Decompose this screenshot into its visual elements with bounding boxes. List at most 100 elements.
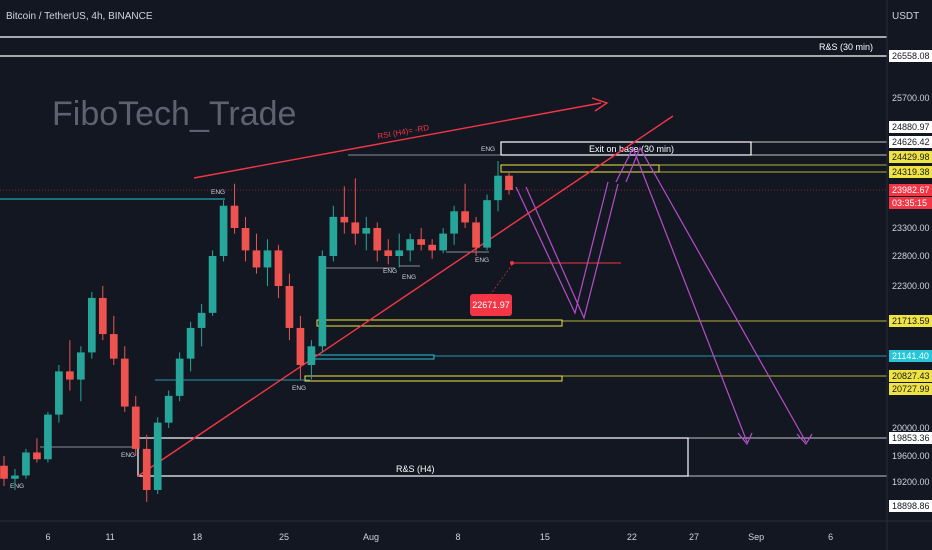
candle-body[interactable] xyxy=(208,256,217,313)
candle-body[interactable] xyxy=(505,175,513,190)
candle-body[interactable] xyxy=(186,327,195,359)
price-tick-label: 20000.00 xyxy=(892,423,930,433)
eng-label-2: ENG xyxy=(481,146,495,153)
ascending-trendline[interactable] xyxy=(137,115,674,477)
rs-h4-label: R&S (H4) xyxy=(396,464,435,474)
candle-body[interactable] xyxy=(318,256,327,347)
price-label-text: 20827.43 xyxy=(892,371,930,381)
candle-body[interactable] xyxy=(87,297,96,353)
time-tick-label: 18 xyxy=(192,532,202,542)
candle-body[interactable] xyxy=(263,250,272,268)
price-tick-label: 22300.00 xyxy=(892,281,930,291)
candle-body[interactable] xyxy=(373,228,382,251)
candle-body[interactable] xyxy=(11,475,19,479)
projection-arrowhead-1 xyxy=(737,432,753,446)
candle-body[interactable] xyxy=(296,327,305,366)
candle-body[interactable] xyxy=(66,371,74,380)
price-callout-box[interactable] xyxy=(470,294,512,316)
candle-body[interactable] xyxy=(219,205,228,256)
yellow-zone-middle[interactable] xyxy=(316,319,563,327)
price-axis[interactable]: 25700.00 23300.00 22800.00 22300.00 20000.00… xyxy=(886,0,930,550)
price-label-box xyxy=(889,432,932,444)
candle-body[interactable] xyxy=(307,346,316,366)
candle-body[interactable] xyxy=(22,452,30,476)
yellow-zone-bottom[interactable] xyxy=(304,375,563,382)
projection-drop-2[interactable] xyxy=(625,146,807,443)
time-tick-label: 27 xyxy=(689,532,699,542)
yellow-zone-top[interactable] xyxy=(500,164,660,173)
candle-body[interactable] xyxy=(406,239,415,251)
watermark: FiboTech_Trade xyxy=(52,95,296,133)
rsi-divergence-arrow[interactable] xyxy=(193,102,602,179)
candle-body[interactable] xyxy=(230,205,239,228)
price-tick-label: 22800.00 xyxy=(892,251,930,261)
price-label-text: 26558.08 xyxy=(892,51,930,61)
candle-body[interactable] xyxy=(0,465,8,479)
currency-label: USDT xyxy=(892,11,919,22)
price-tick-label: 25700.00 xyxy=(892,93,930,103)
symbol-title[interactable]: Bitcoin / TetherUS, 4h, BINANCE xyxy=(6,11,153,22)
time-tick-label: 6 xyxy=(45,532,50,542)
candle-body[interactable] xyxy=(131,406,140,449)
eng-label-1: ENG xyxy=(211,189,225,196)
projection-drop-1[interactable] xyxy=(615,146,748,443)
time-axis[interactable]: 6 11 18 25 Aug 8 15 22 27 Sep 6 xyxy=(0,520,932,542)
candle-body[interactable] xyxy=(142,448,151,490)
candle-body[interactable] xyxy=(384,250,393,256)
candle-body[interactable] xyxy=(153,422,162,490)
candle-body[interactable] xyxy=(450,211,458,234)
candle-body[interactable] xyxy=(120,358,129,407)
candle-body[interactable] xyxy=(55,371,63,415)
candle-body[interactable] xyxy=(340,216,349,223)
countdown-box xyxy=(889,197,932,209)
time-tick-label: Aug xyxy=(363,532,379,542)
candle-body[interactable] xyxy=(77,352,85,380)
candle-body[interactable] xyxy=(461,211,469,223)
projection-dip-1[interactable] xyxy=(515,181,609,315)
candle-body[interactable] xyxy=(175,358,184,396)
candle-body[interactable] xyxy=(395,250,404,256)
countdown-text: 03:35:15 xyxy=(892,198,927,208)
candle-body[interactable] xyxy=(428,244,436,251)
candle-body[interactable] xyxy=(472,222,480,248)
candle-body[interactable] xyxy=(274,250,283,286)
candle-body[interactable] xyxy=(241,228,250,251)
eng-label-4: ENG xyxy=(402,274,416,281)
price-tick-label: 23300.00 xyxy=(892,223,930,233)
price-label-box xyxy=(889,315,932,327)
rs-h4-box[interactable] xyxy=(137,437,689,477)
candle-body[interactable] xyxy=(439,233,447,251)
candle-body[interactable] xyxy=(252,250,261,268)
candle-body[interactable] xyxy=(109,334,118,359)
projection-dip-2[interactable] xyxy=(525,183,619,320)
price-label-box xyxy=(889,50,932,62)
price-tick-label: 19200.00 xyxy=(892,477,930,487)
price-labels: 26558.08 24880.97 24626.42 24429.98 24319.38… xyxy=(889,50,932,512)
eng-label-8: ENG xyxy=(10,483,24,490)
candle-body[interactable] xyxy=(329,216,338,256)
candle-body[interactable] xyxy=(494,175,502,201)
time-tick-label: 25 xyxy=(279,532,289,542)
eng-label-5: ENG xyxy=(475,257,489,264)
price-label-text: 21713.59 xyxy=(892,316,930,326)
candle-body[interactable] xyxy=(98,297,107,335)
candle-body[interactable] xyxy=(417,239,426,245)
candle-body[interactable] xyxy=(33,452,41,460)
eng-label-7: ENG xyxy=(121,452,135,459)
candle-body[interactable] xyxy=(351,222,360,234)
time-tick-label: Sep xyxy=(748,532,764,542)
candle-body[interactable] xyxy=(285,286,294,328)
exit-on-base-box[interactable] xyxy=(500,141,752,156)
candle-body[interactable] xyxy=(164,395,173,423)
price-label-box xyxy=(889,350,932,362)
price-label-box xyxy=(889,370,932,382)
candle-body[interactable] xyxy=(362,228,371,234)
price-label-text: 23982.67 xyxy=(892,185,930,195)
candle-body[interactable] xyxy=(197,312,206,328)
candle-body[interactable] xyxy=(44,414,52,460)
time-tick-label: 6 xyxy=(828,532,833,542)
candle-body[interactable] xyxy=(483,200,491,248)
price-label-text: 18898.86 xyxy=(892,501,930,511)
